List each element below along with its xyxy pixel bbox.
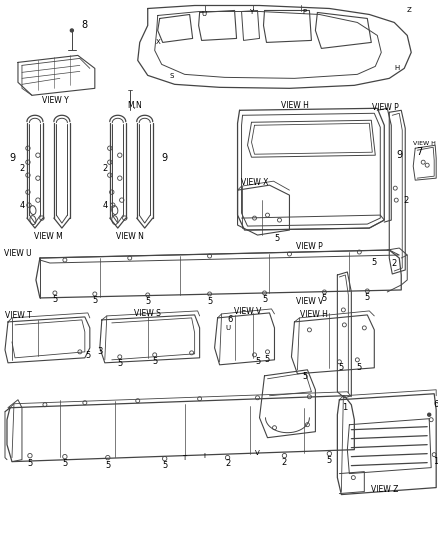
Text: 2: 2: [403, 196, 409, 205]
Text: I: I: [204, 453, 205, 458]
Text: 7: 7: [416, 147, 422, 157]
Text: P: P: [302, 10, 307, 15]
Text: 6: 6: [227, 316, 232, 325]
Text: 4: 4: [102, 200, 107, 209]
Text: 5: 5: [303, 372, 308, 381]
Text: 6: 6: [434, 400, 438, 409]
Text: 5: 5: [152, 357, 157, 366]
Text: VIEW U: VIEW U: [4, 248, 32, 257]
Text: Y: Y: [249, 10, 254, 15]
Text: VIEW V: VIEW V: [296, 297, 323, 306]
Text: VIEW Z: VIEW Z: [371, 485, 398, 494]
Text: 2: 2: [19, 164, 25, 173]
Circle shape: [427, 413, 431, 416]
Text: 2: 2: [282, 458, 287, 467]
Text: 5: 5: [322, 294, 327, 303]
Text: VIEW T: VIEW T: [4, 311, 32, 320]
Text: 2: 2: [102, 164, 107, 173]
Text: VIEW H: VIEW H: [300, 310, 328, 319]
Text: VIEW X: VIEW X: [241, 177, 268, 187]
Text: VIEW N: VIEW N: [116, 231, 144, 240]
Text: 5: 5: [275, 233, 280, 243]
Text: 5: 5: [62, 459, 67, 468]
Text: 8: 8: [82, 20, 88, 30]
Text: V: V: [255, 450, 260, 456]
Text: 5: 5: [265, 356, 270, 365]
Text: 5: 5: [105, 461, 110, 470]
Text: 5: 5: [145, 297, 150, 306]
Text: VIEW S: VIEW S: [134, 310, 161, 318]
Text: 5: 5: [365, 294, 370, 302]
Text: 9: 9: [9, 153, 15, 163]
Text: U: U: [225, 325, 230, 331]
Text: VIEW P: VIEW P: [372, 103, 399, 112]
Text: VIEW H: VIEW H: [280, 101, 308, 110]
Text: 3: 3: [97, 348, 102, 357]
Text: VIEW Y: VIEW Y: [42, 96, 68, 105]
Text: 9: 9: [162, 153, 168, 163]
Text: VIEW P: VIEW P: [296, 241, 323, 251]
Text: 5: 5: [27, 459, 32, 468]
Text: 5: 5: [52, 295, 57, 304]
Text: 5: 5: [117, 359, 122, 368]
Text: U: U: [201, 12, 206, 18]
Text: 5: 5: [92, 296, 97, 305]
Text: VIEW V: VIEW V: [234, 308, 261, 317]
Circle shape: [71, 29, 73, 32]
Text: 2: 2: [225, 459, 230, 468]
Text: 5: 5: [162, 461, 167, 470]
Text: 5: 5: [327, 456, 332, 465]
Text: 5: 5: [85, 351, 91, 360]
Text: 1: 1: [342, 403, 347, 412]
Text: H: H: [395, 66, 400, 71]
Text: 5: 5: [357, 364, 362, 373]
Text: Z: Z: [407, 7, 412, 13]
Text: VIEW H: VIEW H: [413, 141, 436, 146]
Text: 5: 5: [207, 297, 212, 306]
Text: X: X: [155, 39, 160, 45]
Text: 9: 9: [396, 150, 403, 160]
Text: 1: 1: [434, 457, 438, 466]
Text: 5: 5: [255, 357, 260, 366]
Text: 5: 5: [262, 295, 267, 304]
Text: 4: 4: [19, 200, 25, 209]
Text: T: T: [183, 455, 187, 461]
Text: M,N: M,N: [127, 101, 142, 110]
Text: 2: 2: [392, 259, 397, 268]
Text: S: S: [170, 74, 174, 79]
Text: 5: 5: [339, 364, 344, 373]
Text: VIEW M: VIEW M: [34, 231, 62, 240]
Text: 5: 5: [372, 257, 377, 266]
